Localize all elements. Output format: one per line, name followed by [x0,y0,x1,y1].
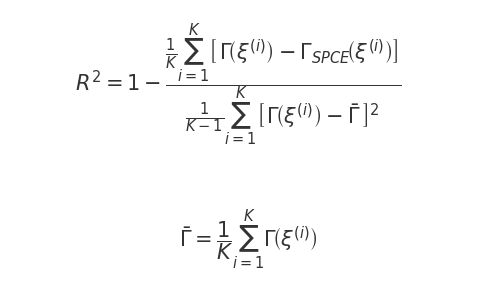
Text: $\bar{\Gamma} = \dfrac{1}{K}\sum_{i=1}^{K}\Gamma\!\left(\xi^{(i)}\right)$: $\bar{\Gamma} = \dfrac{1}{K}\sum_{i=1}^{… [179,209,318,272]
Text: $R^2 = 1 - \dfrac{\frac{1}{K}\sum_{i=1}^{K}\left[\,\Gamma\!\left(\xi^{(i)}\right: $R^2 = 1 - \dfrac{\frac{1}{K}\sum_{i=1}^… [75,22,402,148]
